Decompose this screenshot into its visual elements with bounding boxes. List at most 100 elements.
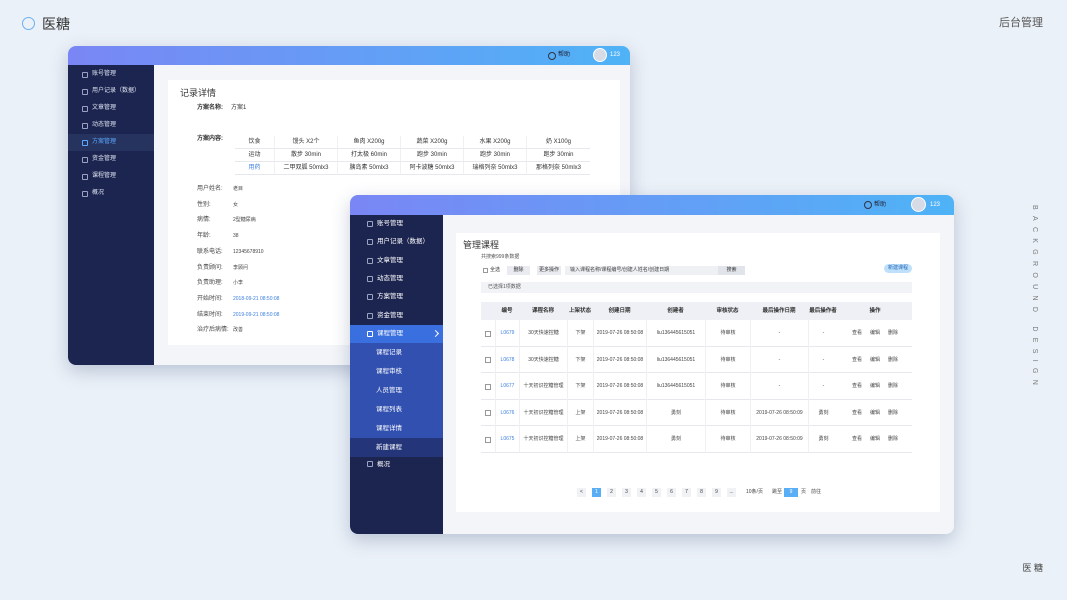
table-cell: 2019-07-26 08:50:08 xyxy=(593,426,646,453)
new-button[interactable]: 新建课程 xyxy=(884,264,912,273)
row-action[interactable]: 查看 xyxy=(851,383,862,389)
table-row xyxy=(481,426,912,453)
row-checkbox[interactable] xyxy=(485,357,491,363)
brand-logo xyxy=(22,17,35,30)
page-button[interactable]: 8 xyxy=(697,488,706,497)
menu-item[interactable]: 账号管理 xyxy=(377,220,403,227)
avatar xyxy=(593,48,607,62)
field-label: 性别: xyxy=(197,201,211,208)
search-button[interactable]: 搜索 xyxy=(718,266,745,275)
menu-item[interactable]: 动态管理 xyxy=(377,274,403,282)
menu-item[interactable]: 用户记录（数据） xyxy=(377,238,429,246)
row-action[interactable]: 编辑 xyxy=(869,330,880,336)
row-checkbox[interactable] xyxy=(485,330,491,337)
row-checkbox[interactable] xyxy=(485,410,491,416)
row-action[interactable]: 编辑 xyxy=(869,436,880,442)
menu-item[interactable]: 动态管理 xyxy=(92,122,117,128)
menu-item[interactable]: 课程管理 xyxy=(377,329,403,337)
jump-input[interactable]: 9 xyxy=(784,488,798,497)
row-action[interactable]: 查看 xyxy=(851,356,862,363)
user-name[interactable]: 123 xyxy=(610,52,621,58)
checkbox[interactable] xyxy=(483,268,488,273)
table-cell: 上架 xyxy=(567,426,593,453)
per-page[interactable]: 10条/页 xyxy=(746,489,763,495)
help-link[interactable]: 帮助 xyxy=(874,202,887,208)
row-action[interactable]: 编辑 xyxy=(869,356,880,363)
submenu-item[interactable]: 人员管理 xyxy=(376,387,402,394)
page-button[interactable]: 4 xyxy=(637,488,646,497)
course-id[interactable]: L0677 xyxy=(495,373,519,400)
row-checkbox[interactable] xyxy=(485,383,491,390)
plan-cell: 蔬菜 X200g xyxy=(401,136,464,149)
row-action[interactable]: 查看 xyxy=(851,409,862,416)
row-action[interactable]: 删除 xyxy=(887,356,898,363)
menu-item[interactable]: 课程管理 xyxy=(92,173,117,179)
course-id[interactable]: L0679 xyxy=(495,320,519,347)
row-action[interactable]: 查看 xyxy=(851,330,862,336)
page-button[interactable]: 1 xyxy=(592,488,601,497)
table-header: 操作 xyxy=(869,308,881,314)
table-header: 课程名称 xyxy=(531,308,554,314)
select-all[interactable]: 全选 xyxy=(490,267,501,273)
row-action[interactable]: 删除 xyxy=(887,436,898,442)
table-header: 审核状态 xyxy=(716,308,739,314)
delete-button[interactable]: 删除 xyxy=(507,266,530,275)
table-cell: 待审核 xyxy=(705,426,750,453)
page-button[interactable]: ... xyxy=(727,488,736,497)
side-text: BACKGROUND DESIGN xyxy=(1031,205,1038,392)
submenu-item[interactable]: 课程审核 xyxy=(376,368,402,375)
menu-item[interactable]: 资金管理 xyxy=(377,311,403,319)
field-value: 李顾问 xyxy=(233,264,249,271)
menu-item[interactable]: 用户记录（数据） xyxy=(92,88,141,94)
page-button[interactable]: 3 xyxy=(622,488,631,497)
search-input[interactable]: 输入课程名称/课程编号/创建人姓名/创建日期 xyxy=(565,266,718,275)
course-id[interactable]: L0676 xyxy=(495,399,519,426)
go-button[interactable]: 前往 xyxy=(811,489,822,495)
submenu-bg xyxy=(350,362,443,381)
page-button[interactable]: < xyxy=(577,488,586,497)
menu-item[interactable]: 文章管理 xyxy=(377,256,403,264)
submenu-item[interactable]: 课程详情 xyxy=(376,425,402,432)
page-button[interactable]: 6 xyxy=(667,488,676,497)
more-button[interactable]: 更多操作 xyxy=(537,266,561,275)
plan-cell: 打太极 60min xyxy=(338,149,401,162)
page-button[interactable]: 2 xyxy=(607,488,616,497)
page-button[interactable]: 9 xyxy=(712,488,721,497)
help-link[interactable]: 帮助 xyxy=(558,52,571,58)
table-cell: 2019-07-26 08:50:08 xyxy=(593,373,646,400)
row-action[interactable]: 编辑 xyxy=(869,383,880,389)
table-cell: - xyxy=(750,373,808,400)
table-cell: 勇刻 xyxy=(808,426,838,453)
menu-item[interactable]: 文章管理 xyxy=(92,105,117,111)
page-button[interactable]: 5 xyxy=(652,488,661,497)
row-action[interactable]: 查看 xyxy=(851,436,862,442)
menu-item[interactable]: 概况 xyxy=(377,461,390,468)
page-button[interactable]: 7 xyxy=(682,488,691,497)
table-cell: liu136445615051 xyxy=(646,346,705,373)
user-name[interactable]: 123 xyxy=(930,202,941,208)
page-title: 管理课程 xyxy=(463,240,500,250)
row-action[interactable]: 删除 xyxy=(887,330,898,336)
row-checkbox[interactable] xyxy=(485,436,491,443)
submenu-item[interactable]: 课程记录 xyxy=(376,349,402,356)
table-cell: 勇刻 xyxy=(808,399,838,426)
sidebar xyxy=(68,65,154,365)
menu-item[interactable]: 账号管理 xyxy=(92,71,117,77)
table-cell: 下架 xyxy=(567,346,593,373)
submenu-item[interactable]: 新建课程 xyxy=(376,444,402,451)
row-action[interactable]: 删除 xyxy=(887,383,898,389)
page-subtitle: 共搜索999条数据 xyxy=(481,254,520,260)
row-action[interactable]: 编辑 xyxy=(869,409,880,416)
table-cell: 待审核 xyxy=(705,373,750,400)
menu-item[interactable]: 方案管理 xyxy=(377,293,403,301)
course-id[interactable]: L0675 xyxy=(495,426,519,453)
row-action[interactable]: 删除 xyxy=(887,409,898,416)
menu-item[interactable]: 方案管理 xyxy=(92,139,117,145)
submenu-item[interactable]: 课程列表 xyxy=(376,406,402,413)
plan-cell: 运动 xyxy=(235,149,275,162)
menu-item[interactable]: 资金管理 xyxy=(92,156,117,162)
menu-item[interactable]: 概况 xyxy=(92,190,105,196)
course-id[interactable]: L0678 xyxy=(495,346,519,373)
plan-cell: 用药 xyxy=(235,162,275,175)
submenu-bg xyxy=(350,343,443,362)
